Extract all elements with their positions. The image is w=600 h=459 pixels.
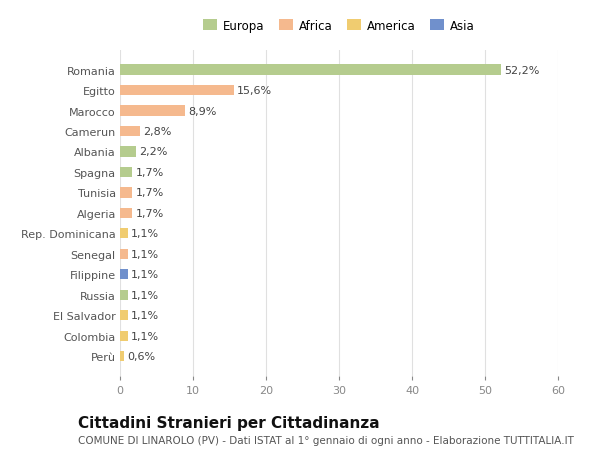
Text: 1,1%: 1,1% — [131, 331, 159, 341]
Bar — [120, 310, 128, 321]
Bar — [120, 331, 128, 341]
Bar — [120, 188, 133, 198]
Text: 1,1%: 1,1% — [131, 270, 159, 280]
Text: 0,6%: 0,6% — [127, 352, 155, 361]
Text: 1,1%: 1,1% — [131, 311, 159, 320]
Text: 1,1%: 1,1% — [131, 290, 159, 300]
Bar — [120, 65, 501, 76]
Bar — [120, 168, 133, 178]
Text: 8,9%: 8,9% — [188, 106, 216, 116]
Bar — [120, 229, 128, 239]
Text: 1,7%: 1,7% — [136, 168, 164, 178]
Legend: Europa, Africa, America, Asia: Europa, Africa, America, Asia — [201, 17, 477, 35]
Bar — [120, 351, 124, 362]
Bar — [120, 249, 128, 259]
Text: 2,8%: 2,8% — [143, 127, 172, 137]
Text: 15,6%: 15,6% — [237, 86, 272, 96]
Text: 1,1%: 1,1% — [131, 249, 159, 259]
Text: 2,2%: 2,2% — [139, 147, 167, 157]
Text: 1,1%: 1,1% — [131, 229, 159, 239]
Text: COMUNE DI LINAROLO (PV) - Dati ISTAT al 1° gennaio di ogni anno - Elaborazione T: COMUNE DI LINAROLO (PV) - Dati ISTAT al … — [78, 435, 574, 445]
Bar — [120, 147, 136, 157]
Text: 1,7%: 1,7% — [136, 188, 164, 198]
Bar — [120, 208, 133, 218]
Bar — [120, 269, 128, 280]
Bar — [120, 290, 128, 300]
Text: Cittadini Stranieri per Cittadinanza: Cittadini Stranieri per Cittadinanza — [78, 415, 380, 431]
Text: 52,2%: 52,2% — [504, 66, 539, 75]
Bar — [120, 86, 234, 96]
Bar — [120, 106, 185, 117]
Bar — [120, 127, 140, 137]
Text: 1,7%: 1,7% — [136, 208, 164, 218]
